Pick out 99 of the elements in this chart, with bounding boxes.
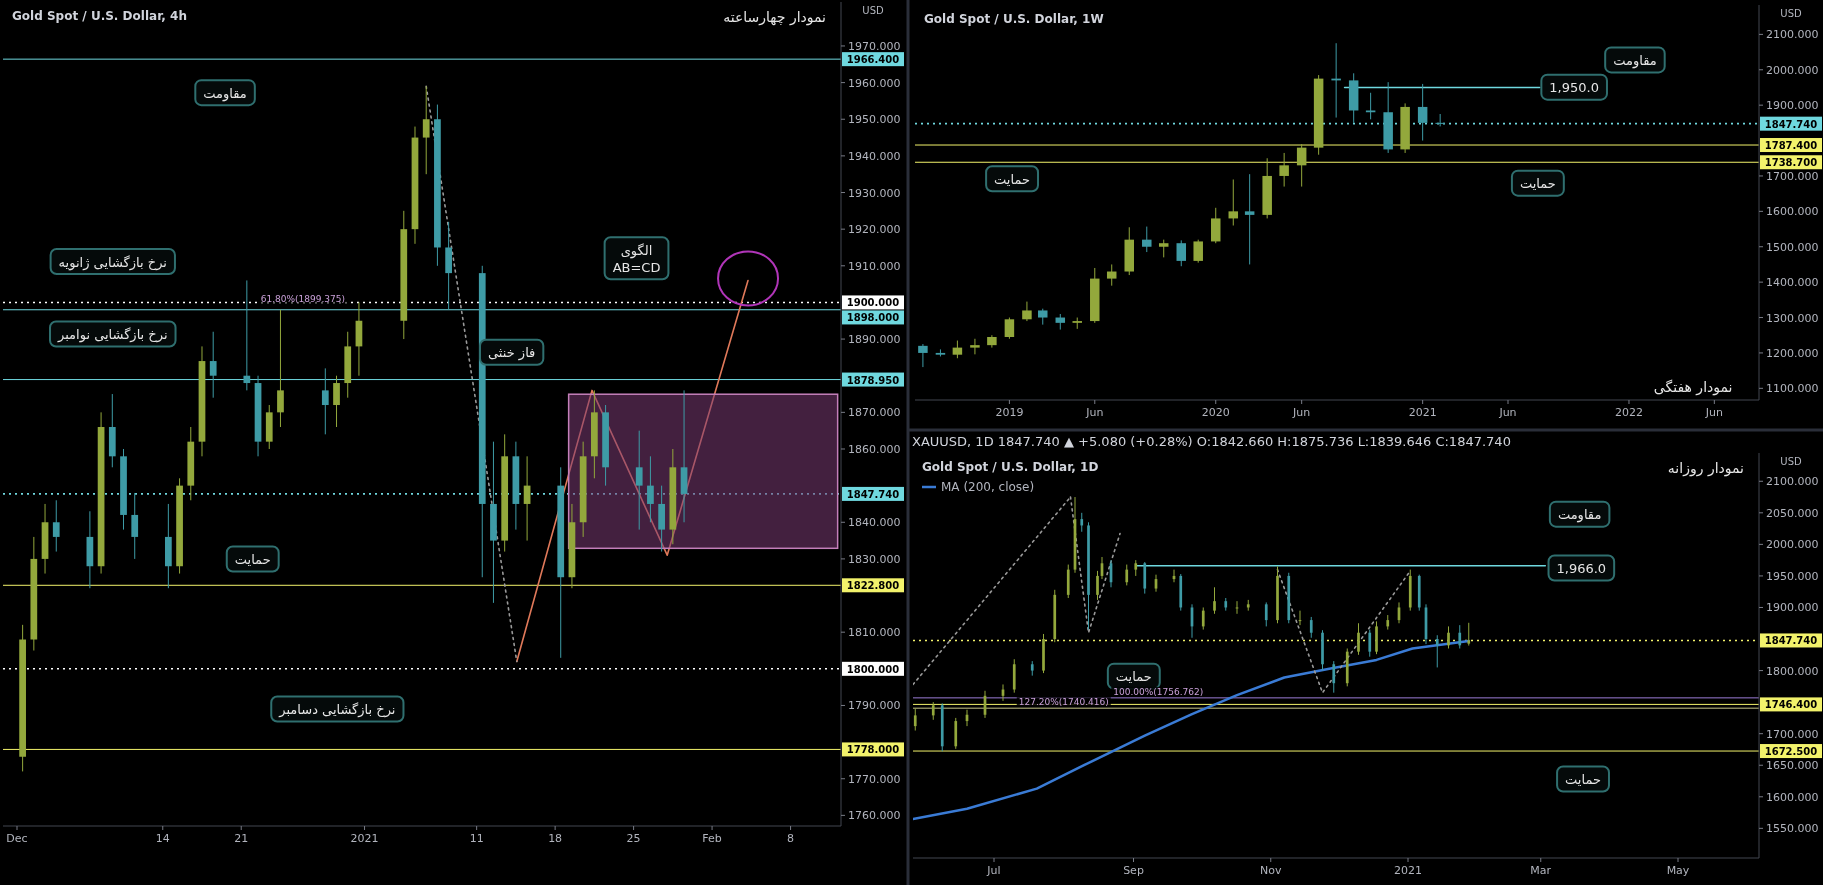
- y-tick-label: 1650.000: [1766, 759, 1819, 773]
- y-tick-label: 1400.000: [1766, 276, 1819, 290]
- y-tick-label: 1870.000: [848, 406, 901, 420]
- y-tick-label: 2100.000: [1766, 28, 1819, 42]
- ref-line-label: 1847.740: [1764, 118, 1818, 130]
- annotation: حمایت: [1115, 669, 1152, 685]
- annotation: 100.00%(1756.762): [1113, 686, 1204, 697]
- y-tick-label: 1500.000: [1766, 240, 1819, 254]
- ref-line-label: 1966.400: [846, 54, 900, 66]
- y-tick-label: 2050.000: [1766, 506, 1819, 520]
- x-tick-label: 25: [626, 832, 641, 845]
- y-tick-label: 1940.000: [848, 149, 901, 163]
- ref-line-label: 1898.000: [846, 312, 900, 324]
- x-tick-label: Sep: [1123, 864, 1144, 877]
- y-tick-label: 1700.000: [1766, 169, 1819, 183]
- annotation: حمایت: [994, 171, 1031, 187]
- text: Gold Spot / U.S. Dollar, 4h: [12, 9, 187, 23]
- ref-line-label: 1746.400: [1764, 699, 1818, 711]
- y-tick-label: 1700.000: [1766, 727, 1819, 741]
- x-tick-label: 2019: [995, 406, 1024, 419]
- y-tick-label: 1830.000: [848, 552, 901, 566]
- y-tick-label: 1770.000: [848, 772, 901, 786]
- text: Gold Spot / U.S. Dollar, 1D: [922, 460, 1099, 474]
- x-tick-label: 14: [155, 832, 170, 845]
- y-tick-label: 1600.000: [1766, 790, 1819, 804]
- x-tick-label: 8: [787, 832, 795, 845]
- y-tick-label: 2000.000: [1766, 538, 1819, 552]
- annotation: حمایت: [1565, 772, 1601, 788]
- y-tick-label: 1600.000: [1766, 205, 1819, 219]
- annotation: مقاومت: [203, 85, 247, 102]
- x-tick-label: Nov: [1260, 864, 1282, 877]
- ref-line-label: 1847.740: [846, 488, 900, 500]
- x-tick-label: 2021: [350, 832, 379, 845]
- text: نمودار چهارساعته: [723, 9, 826, 26]
- annotation: نرخ بازگشایی ژانویه: [58, 254, 167, 271]
- ref-line-label: 1847.740: [1764, 635, 1818, 647]
- ref-line-label: 1822.800: [846, 580, 900, 592]
- ref-line-label: 1738.700: [1764, 157, 1818, 169]
- x-tick-label: 2020: [1201, 406, 1230, 419]
- annotation: 127.20%(1740.416): [1018, 697, 1109, 708]
- y-tick-label: 2100.000: [1766, 475, 1819, 489]
- y-tick-label: 1960.000: [848, 76, 901, 90]
- y-axis-title: USD: [862, 5, 884, 16]
- y-tick-label: 1950.000: [848, 113, 901, 127]
- x-tick-label: May: [1666, 864, 1690, 877]
- ref-line-label: 1878.950: [846, 374, 900, 386]
- y-tick-label: 1300.000: [1766, 311, 1819, 325]
- annotation: مقاومت: [1557, 507, 1602, 524]
- y-tick-label: 1840.000: [848, 516, 901, 530]
- y-axis-title: USD: [1780, 456, 1802, 467]
- ref-line-label: 1787.400: [1764, 140, 1818, 152]
- x-tick-label: Jun: [1704, 406, 1723, 419]
- x-tick-label: Jun: [1498, 406, 1517, 419]
- y-tick-label: 1900.000: [1766, 601, 1819, 615]
- x-tick-label: Dec: [6, 832, 28, 845]
- x-tick-label: 2021: [1394, 864, 1422, 877]
- annotation: مقاومت: [1613, 52, 1657, 69]
- ref-line-label: 1672.500: [1764, 746, 1818, 758]
- annotation: 1,950.0: [1549, 80, 1599, 96]
- y-tick-label: 1900.000: [1766, 99, 1819, 113]
- annotation: حمایت: [234, 552, 271, 568]
- y-tick-label: 1910.000: [848, 259, 901, 273]
- y-tick-label: 1930.000: [848, 186, 901, 200]
- annotation: حمایت: [1519, 176, 1556, 192]
- y-axis-title: USD: [1780, 8, 1802, 19]
- x-tick-label: 2021: [1408, 406, 1437, 419]
- annotation: فاز خنثی: [488, 345, 536, 362]
- text: XAUUSD, 1D 1847.740 ▲ +5.080 (+0.28%) O:1842.660 H:1875.736 L:1839.646 C:1847.740: [912, 434, 1511, 449]
- y-tick-label: 1760.000: [848, 809, 901, 823]
- y-tick-label: 1950.000: [1766, 569, 1819, 583]
- y-tick-label: 1100.000: [1766, 382, 1819, 396]
- y-tick-label: 1810.000: [848, 626, 901, 640]
- legend-label: MA (200, close): [941, 480, 1035, 494]
- x-tick-label: Jun: [1085, 406, 1104, 419]
- annotation: نرخ بازگشایی دسامبر: [278, 701, 396, 718]
- ref-line-label: 1778.000: [846, 744, 900, 756]
- x-tick-label: Mar: [1530, 864, 1552, 877]
- annotation: نمودار هفتگی: [1653, 378, 1733, 396]
- x-tick-label: Jun: [1292, 406, 1311, 419]
- x-tick-label: 18: [548, 832, 563, 845]
- y-tick-label: 1550.000: [1766, 822, 1819, 836]
- y-tick-label: 1200.000: [1766, 346, 1819, 360]
- text: نمودار روزانه: [1667, 460, 1744, 477]
- x-tick-label: Feb: [702, 832, 722, 845]
- y-tick-label: 1860.000: [848, 442, 901, 456]
- y-tick-label: 1970.000: [848, 39, 901, 53]
- x-tick-label: 2022: [1614, 406, 1643, 419]
- y-tick-label: 2000.000: [1766, 63, 1819, 77]
- y-tick-label: 1800.000: [1766, 664, 1819, 678]
- y-tick-label: 1920.000: [848, 223, 901, 237]
- x-tick-label: 11: [469, 832, 484, 845]
- annotation: نرخ بازگشایی نوامبر: [57, 327, 168, 344]
- y-tick-label: 1890.000: [848, 333, 901, 347]
- annotation: 1,966.0: [1556, 561, 1607, 577]
- y-tick-label: 1790.000: [848, 699, 901, 713]
- text: Gold Spot / U.S. Dollar, 1W: [924, 12, 1104, 26]
- x-tick-label: Jul: [986, 864, 1001, 877]
- annotation: 61.80%(1899.375): [260, 293, 346, 304]
- x-tick-label: 21: [234, 832, 249, 845]
